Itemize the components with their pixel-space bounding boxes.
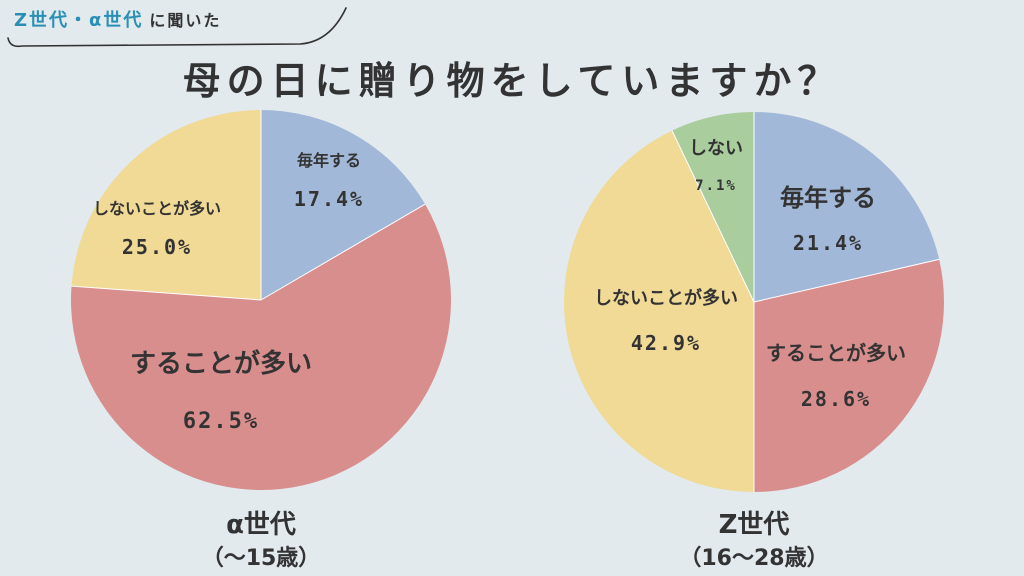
z-percent-never: 7.1%: [695, 178, 737, 194]
alpha-slice-often: [71, 204, 451, 490]
z-slice-divider: [671, 130, 755, 303]
alpha-percent-often-not: 25.0%: [122, 235, 192, 259]
z-percent-often: 28.6%: [801, 387, 871, 411]
z-label-often: することが多い: [766, 341, 906, 365]
alpha-generation-label: α世代: [226, 510, 296, 540]
z-slice-every-year: [754, 112, 940, 302]
subtitle-generations: Z世代・α世代: [14, 10, 144, 31]
alpha-generation-range: （～15歳）: [201, 546, 321, 571]
z-label-never: しない: [689, 138, 743, 159]
alpha-label-every-year: 毎年する: [297, 151, 361, 170]
alpha-label-often: することが多い: [130, 348, 312, 379]
alpha-label-often-not: しないことが多い: [93, 199, 221, 218]
alpha-slice-often-not: [71, 110, 261, 300]
alpha-slice-divider: [260, 203, 426, 301]
z-percent-often-not: 42.9%: [631, 331, 701, 355]
z-percent-every-year: 21.4%: [793, 231, 863, 255]
alpha-slice-divider: [71, 285, 262, 301]
alpha-percent-often: 62.5%: [183, 409, 259, 434]
z-label-often-not: しないことが多い: [594, 287, 738, 309]
z-slice-divider: [753, 258, 940, 303]
alpha-percent-every-year: 17.4%: [294, 187, 364, 211]
z-generation-label: Z世代: [718, 510, 790, 540]
z-generation-range: （16～28歳）: [679, 546, 829, 571]
z-slice-often: [754, 259, 944, 492]
subtitle: Z世代・α世代 に聞いた: [14, 6, 221, 32]
subtitle-asked: に聞いた: [149, 11, 222, 30]
alpha-slice-every-year: [261, 110, 426, 300]
z-slice-often-not: [564, 130, 754, 492]
z-label-every-year: 毎年する: [780, 184, 876, 212]
z-slice-never: [672, 112, 754, 302]
page-title: 母の日に贈り物をしていますか？: [182, 59, 842, 103]
